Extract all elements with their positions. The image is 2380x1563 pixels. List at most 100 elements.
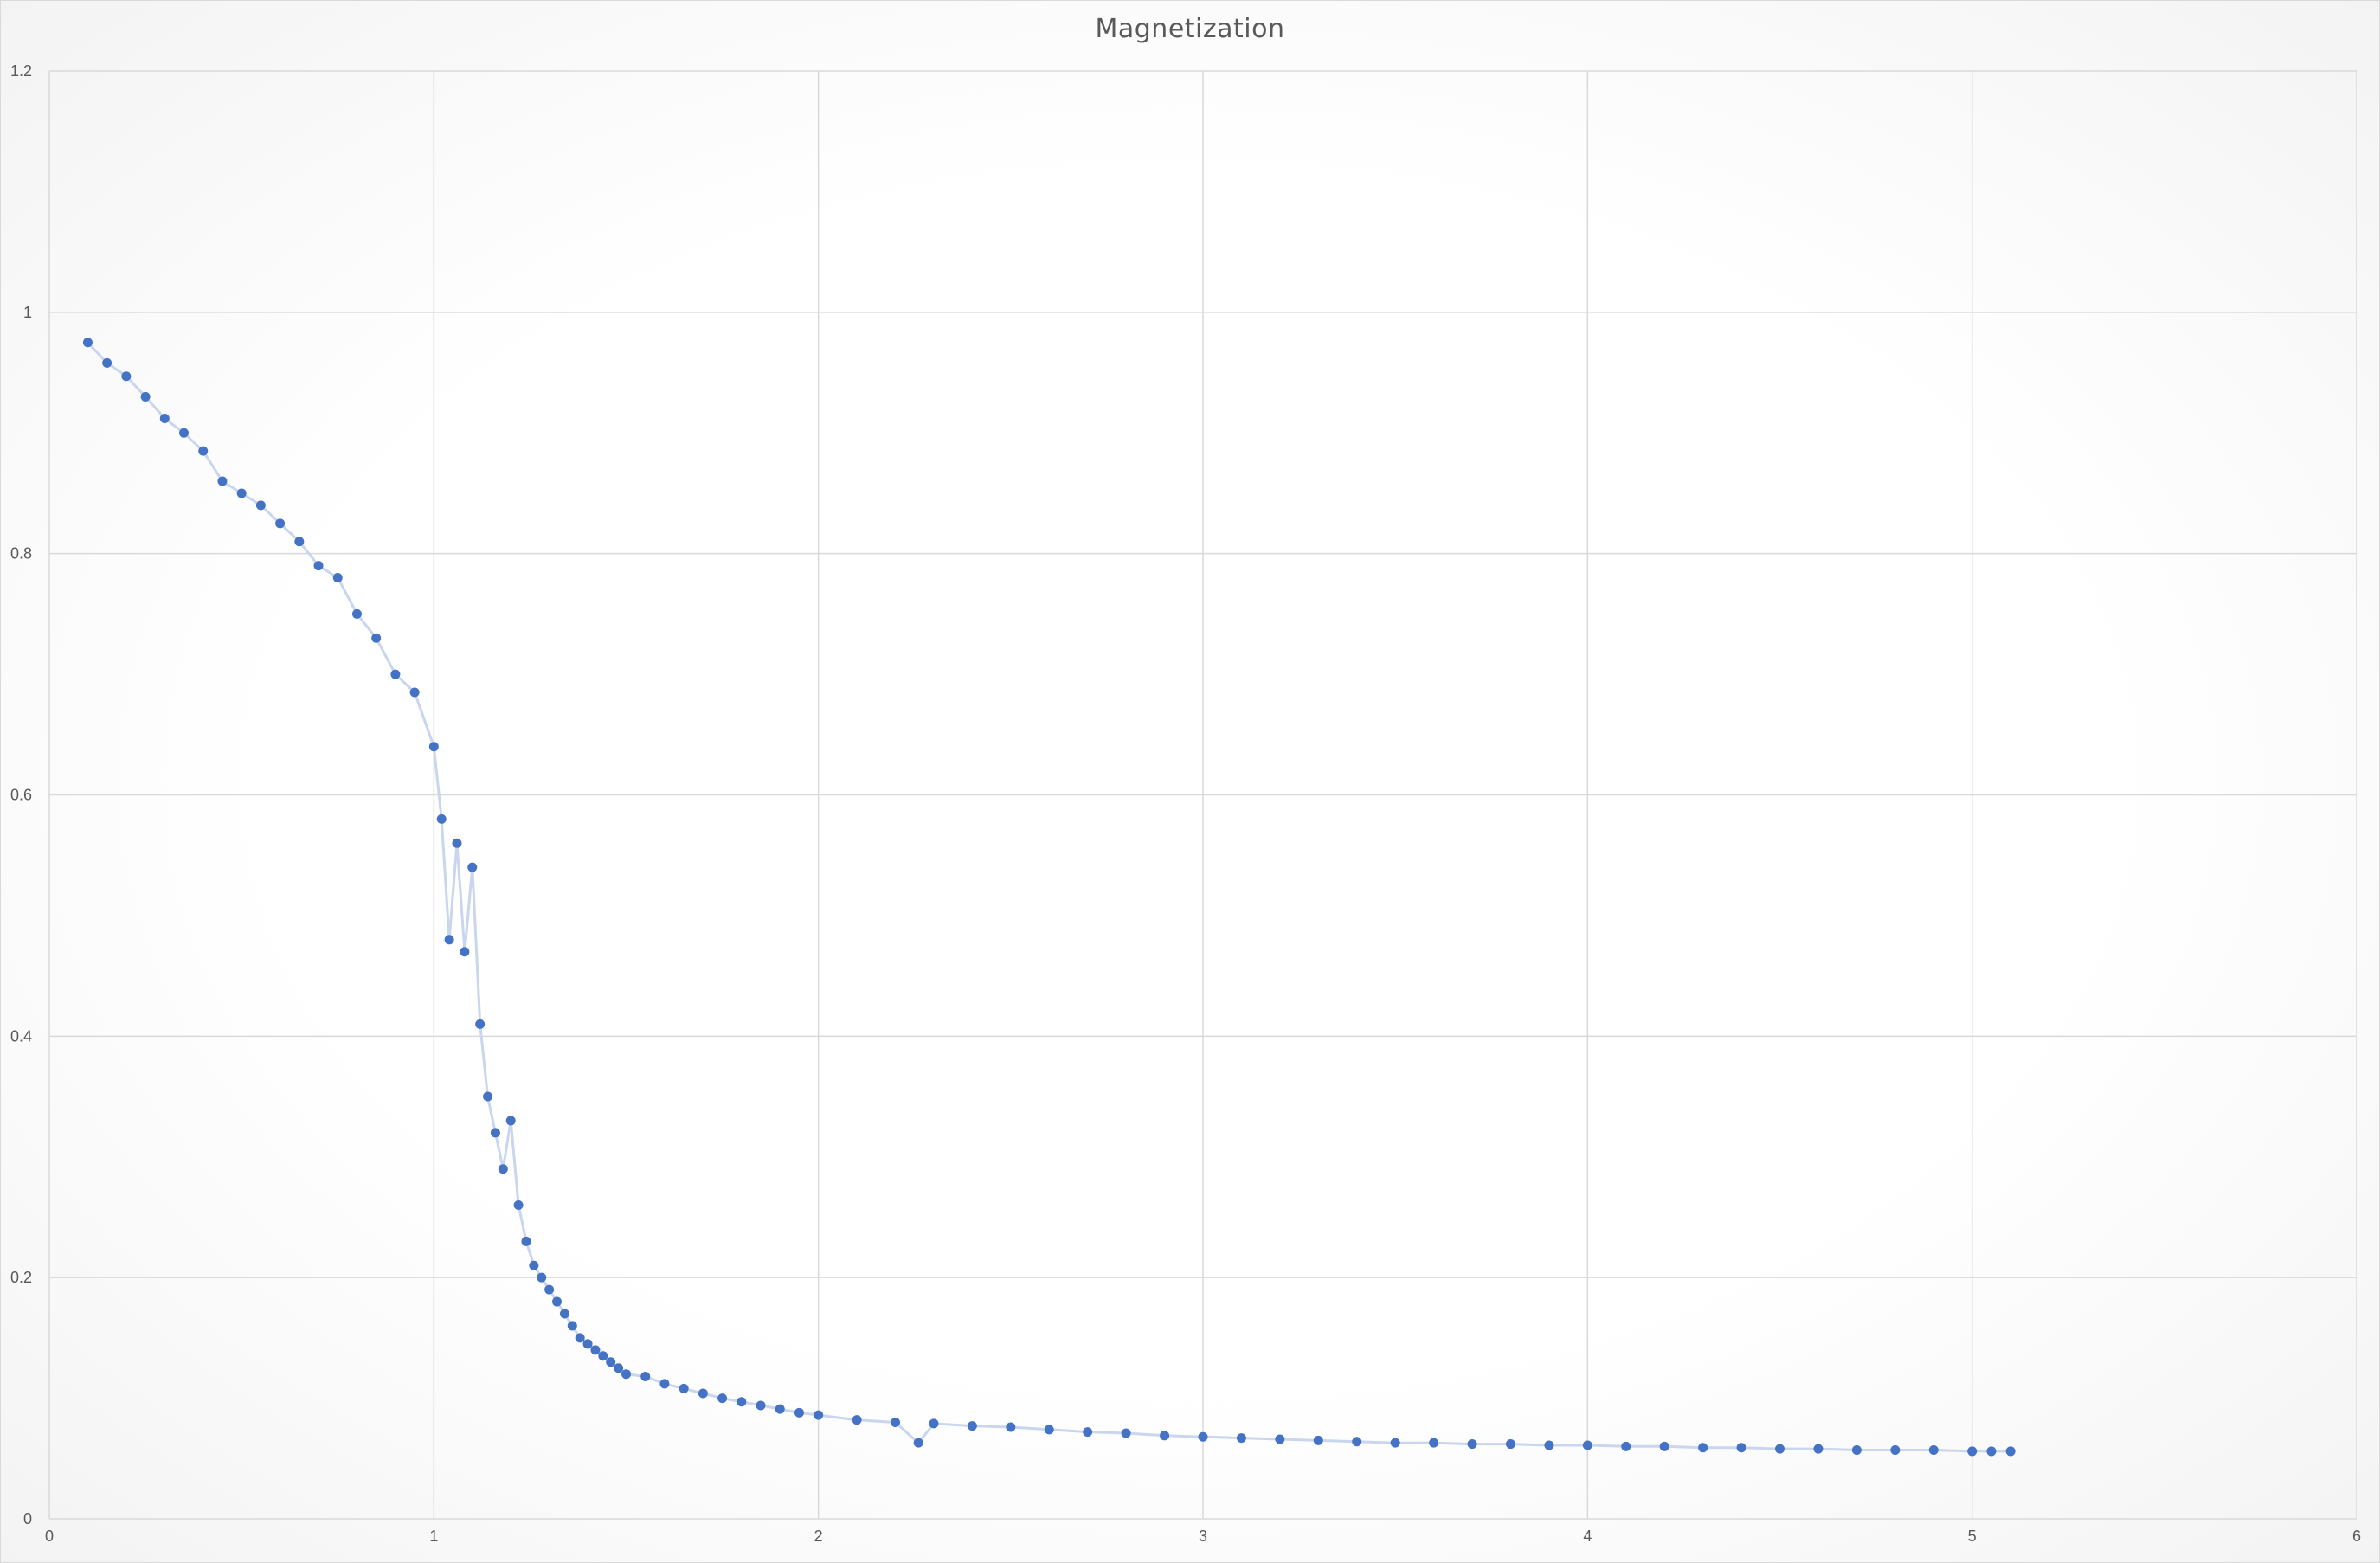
data-point xyxy=(1313,1435,1323,1445)
data-point xyxy=(444,935,454,945)
data-point xyxy=(1621,1441,1631,1451)
data-point xyxy=(452,838,462,848)
y-tick-label: 1.2 xyxy=(10,62,32,80)
data-point xyxy=(614,1363,624,1373)
data-point xyxy=(490,1128,500,1138)
data-point xyxy=(409,687,420,698)
data-point xyxy=(371,633,382,643)
data-point xyxy=(544,1284,555,1295)
data-point xyxy=(1429,1438,1439,1448)
x-tick-label: 5 xyxy=(1968,1528,1977,1545)
data-point xyxy=(475,1019,486,1029)
data-point xyxy=(794,1407,804,1418)
data-point xyxy=(351,608,362,619)
data-point xyxy=(121,371,132,382)
data-point xyxy=(852,1415,862,1425)
y-tick-label: 0.4 xyxy=(10,1027,32,1045)
data-point xyxy=(1659,1441,1669,1451)
data-point xyxy=(1083,1427,1093,1438)
data-point xyxy=(521,1236,531,1246)
data-point xyxy=(102,357,113,368)
x-tick-label: 1 xyxy=(429,1528,438,1545)
data-point xyxy=(621,1369,631,1380)
data-point xyxy=(1006,1422,1016,1432)
y-tick-label: 0.6 xyxy=(10,787,32,804)
data-point xyxy=(775,1404,785,1414)
y-tick-label: 0 xyxy=(23,1510,32,1528)
data-point xyxy=(1967,1446,1978,1457)
data-point xyxy=(567,1321,577,1331)
data-point xyxy=(513,1200,524,1211)
data-point xyxy=(1736,1443,1746,1453)
data-point xyxy=(1851,1445,1862,1456)
data-point xyxy=(1275,1434,1285,1444)
data-point xyxy=(1582,1440,1592,1450)
data-point xyxy=(1505,1439,1515,1450)
x-tick-label: 0 xyxy=(45,1528,54,1545)
data-point xyxy=(179,428,190,438)
data-point xyxy=(606,1357,616,1367)
data-point xyxy=(679,1383,689,1393)
gridlines xyxy=(48,70,2357,1520)
data-point xyxy=(505,1116,516,1126)
data-point xyxy=(737,1397,747,1407)
data-point xyxy=(929,1418,939,1429)
data-point xyxy=(1813,1444,1824,1454)
data-point xyxy=(1160,1431,1170,1441)
data-point xyxy=(390,669,401,679)
data-point xyxy=(428,742,439,752)
y-tick-label: 0.2 xyxy=(10,1269,32,1286)
data-point xyxy=(582,1339,593,1349)
data-point xyxy=(467,862,478,872)
series-magnetization xyxy=(82,338,2016,1457)
data-point xyxy=(575,1333,585,1343)
x-tick-label: 6 xyxy=(2352,1528,2361,1545)
data-point xyxy=(967,1421,977,1431)
data-point xyxy=(1236,1433,1246,1444)
data-point xyxy=(217,476,228,486)
tick-labels: 0 1 2 3 4 5 6 0 0.2 0.4 0.6 0.8 1 1.2 xyxy=(10,62,2361,1545)
data-point xyxy=(275,518,286,529)
y-tick-label: 1 xyxy=(23,304,32,321)
y-tick-label: 0.8 xyxy=(10,545,32,563)
data-point xyxy=(1986,1446,1997,1457)
data-point xyxy=(1352,1437,1362,1447)
data-point xyxy=(659,1379,670,1389)
data-point xyxy=(313,561,324,571)
data-point xyxy=(598,1351,608,1361)
data-point xyxy=(1044,1425,1054,1435)
data-point xyxy=(891,1417,901,1427)
data-point xyxy=(294,537,305,547)
x-tick-label: 2 xyxy=(814,1528,823,1545)
data-point xyxy=(255,500,266,511)
data-point xyxy=(552,1296,563,1307)
x-tick-label: 4 xyxy=(1583,1528,1592,1545)
data-point xyxy=(640,1371,651,1381)
data-point xyxy=(1390,1438,1400,1448)
data-point xyxy=(2005,1446,2016,1457)
data-point xyxy=(590,1345,601,1355)
data-point xyxy=(1198,1431,1208,1442)
data-point xyxy=(332,573,343,583)
data-point xyxy=(82,338,93,348)
data-point xyxy=(1890,1445,1901,1456)
data-point xyxy=(1544,1440,1554,1450)
data-point xyxy=(1928,1445,1939,1456)
data-point xyxy=(498,1164,508,1174)
data-point xyxy=(436,814,447,824)
data-point xyxy=(537,1272,547,1283)
series-line xyxy=(87,341,2011,1453)
data-point xyxy=(559,1309,569,1319)
data-point xyxy=(717,1393,728,1404)
data-point xyxy=(236,488,247,498)
data-point xyxy=(698,1388,708,1399)
data-point xyxy=(1121,1428,1131,1438)
data-point xyxy=(1698,1443,1708,1453)
chart-title: Magnetization xyxy=(1095,14,1285,44)
data-point xyxy=(460,947,470,957)
x-tick-label: 3 xyxy=(1199,1528,1207,1545)
data-point xyxy=(913,1438,923,1448)
data-point xyxy=(198,446,209,456)
